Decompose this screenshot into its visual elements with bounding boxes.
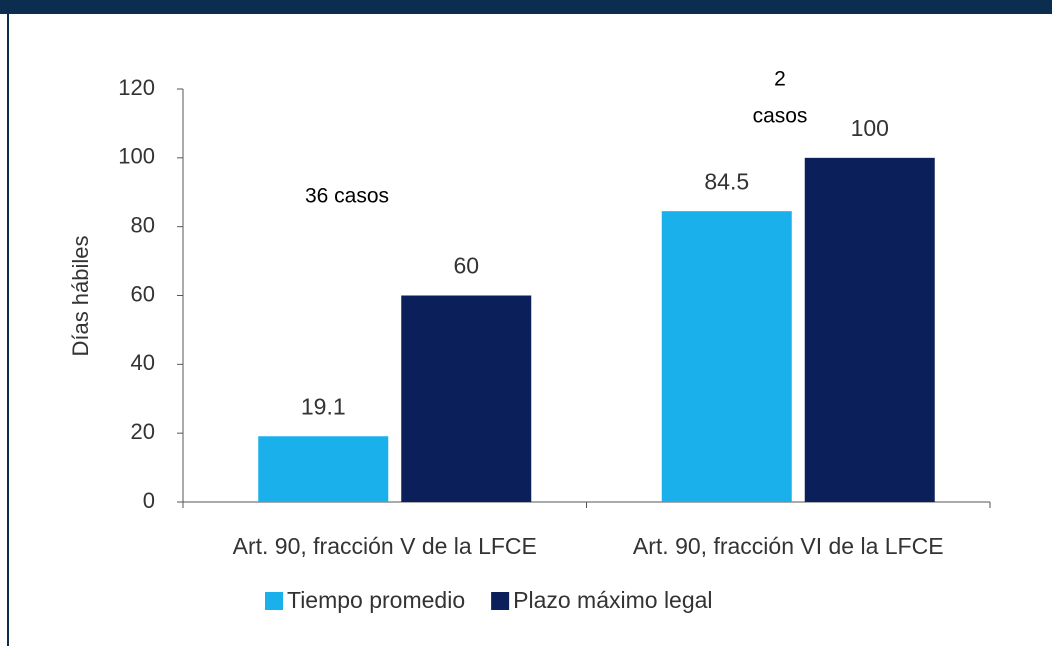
y-axis-title: Días hábiles [68, 235, 93, 356]
value-label: 60 [453, 253, 479, 279]
y-tick-label: 60 [131, 281, 155, 306]
y-tick-label: 20 [131, 419, 155, 444]
legend-label: Tiempo promedio [287, 587, 465, 613]
annotation: 2 [774, 68, 786, 91]
value-label: 100 [851, 115, 889, 141]
legend-swatch [265, 592, 283, 610]
y-tick-label: 100 [118, 144, 155, 169]
legend-swatch [491, 592, 510, 610]
x-tick-label: Art. 90, fracción VI de la LFCE [633, 533, 944, 559]
annotation: casos [753, 105, 808, 128]
header-band [0, 0, 1052, 14]
bar [401, 295, 532, 502]
y-tick-label: 0 [143, 488, 155, 513]
y-tick-label: 80 [131, 212, 155, 237]
x-tick-label: Art. 90, fracción V de la LFCE [233, 533, 537, 559]
bar [661, 211, 792, 502]
bar [804, 157, 935, 503]
y-tick-label: 120 [118, 75, 155, 100]
legend-label: Plazo máximo legal [513, 587, 712, 613]
bar [258, 436, 389, 502]
value-label: 84.5 [704, 168, 749, 194]
annotation: 36 casos [305, 185, 389, 208]
value-label: 19.1 [301, 393, 346, 419]
y-tick-label: 40 [131, 350, 155, 375]
